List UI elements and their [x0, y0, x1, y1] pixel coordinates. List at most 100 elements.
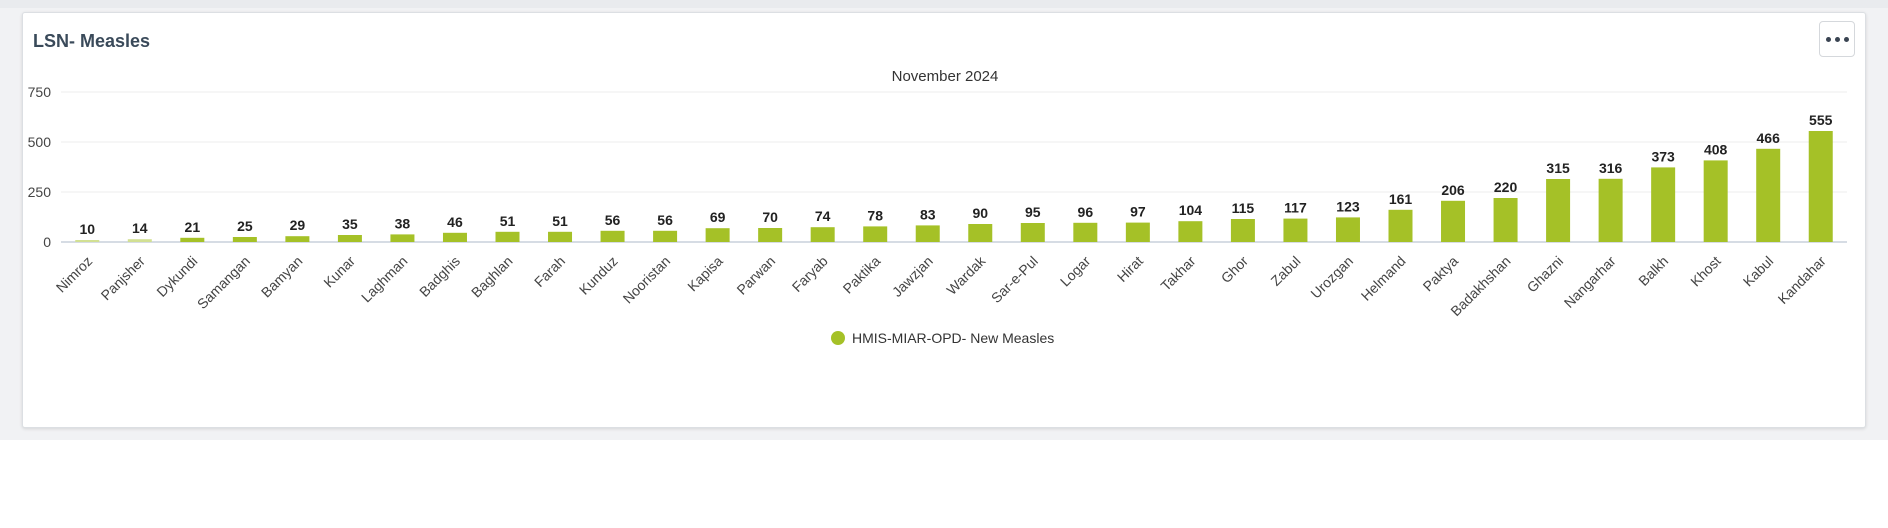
more-options-button[interactable]	[1819, 21, 1855, 57]
x-tick-label: Jawzjan	[889, 253, 936, 300]
data-label: 51	[552, 213, 568, 229]
bar[interactable]	[1756, 148, 1781, 242]
legend-marker	[831, 331, 845, 345]
bar[interactable]	[1546, 179, 1571, 242]
x-tick-label: Takhar	[1157, 253, 1198, 294]
more-horizontal-icon	[1825, 36, 1831, 42]
x-tick-label: Badghis	[416, 253, 463, 300]
data-label: 220	[1494, 179, 1518, 195]
data-label: 90	[972, 205, 988, 221]
data-label: 25	[237, 218, 253, 234]
bar[interactable]	[1388, 209, 1413, 242]
x-tick-label: Nooristan	[620, 253, 674, 307]
x-tick-label: Kandahar	[1775, 253, 1829, 307]
data-label: 96	[1078, 204, 1094, 220]
bar[interactable]	[653, 230, 678, 242]
legend-label[interactable]: HMIS-MIAR-OPD- New Measles	[852, 330, 1054, 346]
bar[interactable]	[863, 226, 888, 242]
bar[interactable]	[1230, 219, 1255, 242]
bars	[75, 131, 1833, 242]
data-label: 316	[1599, 160, 1623, 176]
x-tick-label: Panjsher	[98, 253, 149, 304]
bar[interactable]	[285, 236, 310, 242]
bar[interactable]	[337, 235, 362, 242]
bar[interactable]	[548, 231, 573, 242]
data-label: 408	[1704, 141, 1728, 157]
legend[interactable]: HMIS-MIAR-OPD- New Measles	[831, 330, 1054, 346]
x-tick-label: Hirat	[1114, 253, 1146, 285]
data-label: 373	[1651, 148, 1675, 164]
data-label: 315	[1546, 160, 1570, 176]
data-label: 555	[1809, 112, 1833, 128]
bar[interactable]	[705, 228, 730, 242]
data-label: 69	[710, 209, 726, 225]
bar[interactable]	[1598, 178, 1623, 242]
x-tick-label: Logar	[1057, 253, 1094, 290]
bar[interactable]	[232, 237, 257, 242]
x-tick-label: Urozgan	[1307, 253, 1356, 302]
data-label: 21	[185, 219, 201, 235]
bar[interactable]	[495, 231, 520, 242]
x-tick-label: Sar-e-Pul	[988, 253, 1041, 306]
y-tick-label: 0	[43, 234, 51, 250]
bar[interactable]	[810, 227, 835, 242]
x-tick-label: Kapisa	[684, 253, 726, 295]
x-tick-label: Helmand	[1358, 253, 1409, 304]
gridlines	[61, 91, 1847, 193]
bar[interactable]	[968, 224, 993, 242]
x-tick-label: Farah	[531, 253, 568, 290]
data-label: 466	[1757, 130, 1781, 146]
bar[interactable]	[1493, 198, 1518, 242]
bar[interactable]	[1808, 131, 1833, 242]
data-label: 38	[395, 215, 411, 231]
x-tick-label: Laghman	[358, 253, 411, 306]
data-label: 78	[867, 207, 883, 223]
data-label: 51	[500, 213, 516, 229]
data-label: 56	[657, 212, 673, 228]
data-label: 161	[1389, 191, 1413, 207]
bar[interactable]	[180, 237, 205, 242]
bar[interactable]	[1441, 200, 1466, 242]
data-label: 70	[762, 209, 778, 225]
bar[interactable]	[1335, 217, 1360, 242]
x-tick-label: Ghor	[1218, 253, 1252, 287]
bar[interactable]	[1125, 222, 1150, 242]
bar[interactable]	[600, 230, 625, 242]
x-tick-label: Paktika	[840, 253, 884, 297]
x-tick-label: Samangan	[194, 253, 253, 312]
bar-chart: November 2024 0 250 500 750 10 14 21 25 29 35 38 4…	[28, 68, 1847, 346]
data-label: 29	[290, 217, 306, 233]
chart-card: LSN- Measles November 2024 0 250 500 750 10…	[22, 12, 1866, 428]
x-tick-label: Nimroz	[53, 253, 96, 296]
card-title: LSN- Measles	[33, 31, 151, 51]
x-tick-label: Bamyan	[258, 253, 306, 301]
bar[interactable]	[758, 228, 783, 242]
x-tick-label: Zabul	[1267, 253, 1303, 289]
bar[interactable]	[442, 232, 467, 242]
bar[interactable]	[1651, 167, 1676, 242]
bar[interactable]	[75, 240, 100, 242]
bar[interactable]	[1178, 221, 1203, 242]
bar[interactable]	[915, 225, 940, 242]
x-tick-label: Kunar	[320, 253, 358, 291]
data-label: 123	[1336, 198, 1360, 214]
data-label: 10	[79, 221, 95, 237]
x-tick-label: Parwan	[733, 253, 778, 298]
y-tick-label: 750	[28, 84, 52, 100]
x-tick-label: Faryab	[789, 253, 831, 295]
x-tick-label: Wardak	[943, 252, 989, 298]
data-label: 115	[1232, 200, 1255, 216]
bar[interactable]	[1020, 223, 1045, 242]
bar[interactable]	[127, 239, 152, 242]
data-label: 104	[1179, 202, 1203, 218]
x-tick-label: Dykundi	[153, 253, 200, 300]
data-label: 83	[920, 206, 936, 222]
data-label: 206	[1441, 182, 1465, 198]
data-label: 46	[447, 214, 463, 230]
bar[interactable]	[1283, 218, 1308, 242]
bar[interactable]	[1073, 222, 1098, 242]
bar[interactable]	[390, 234, 415, 242]
x-tick-label: Nangarhar	[1561, 253, 1619, 311]
bar[interactable]	[1703, 160, 1728, 242]
